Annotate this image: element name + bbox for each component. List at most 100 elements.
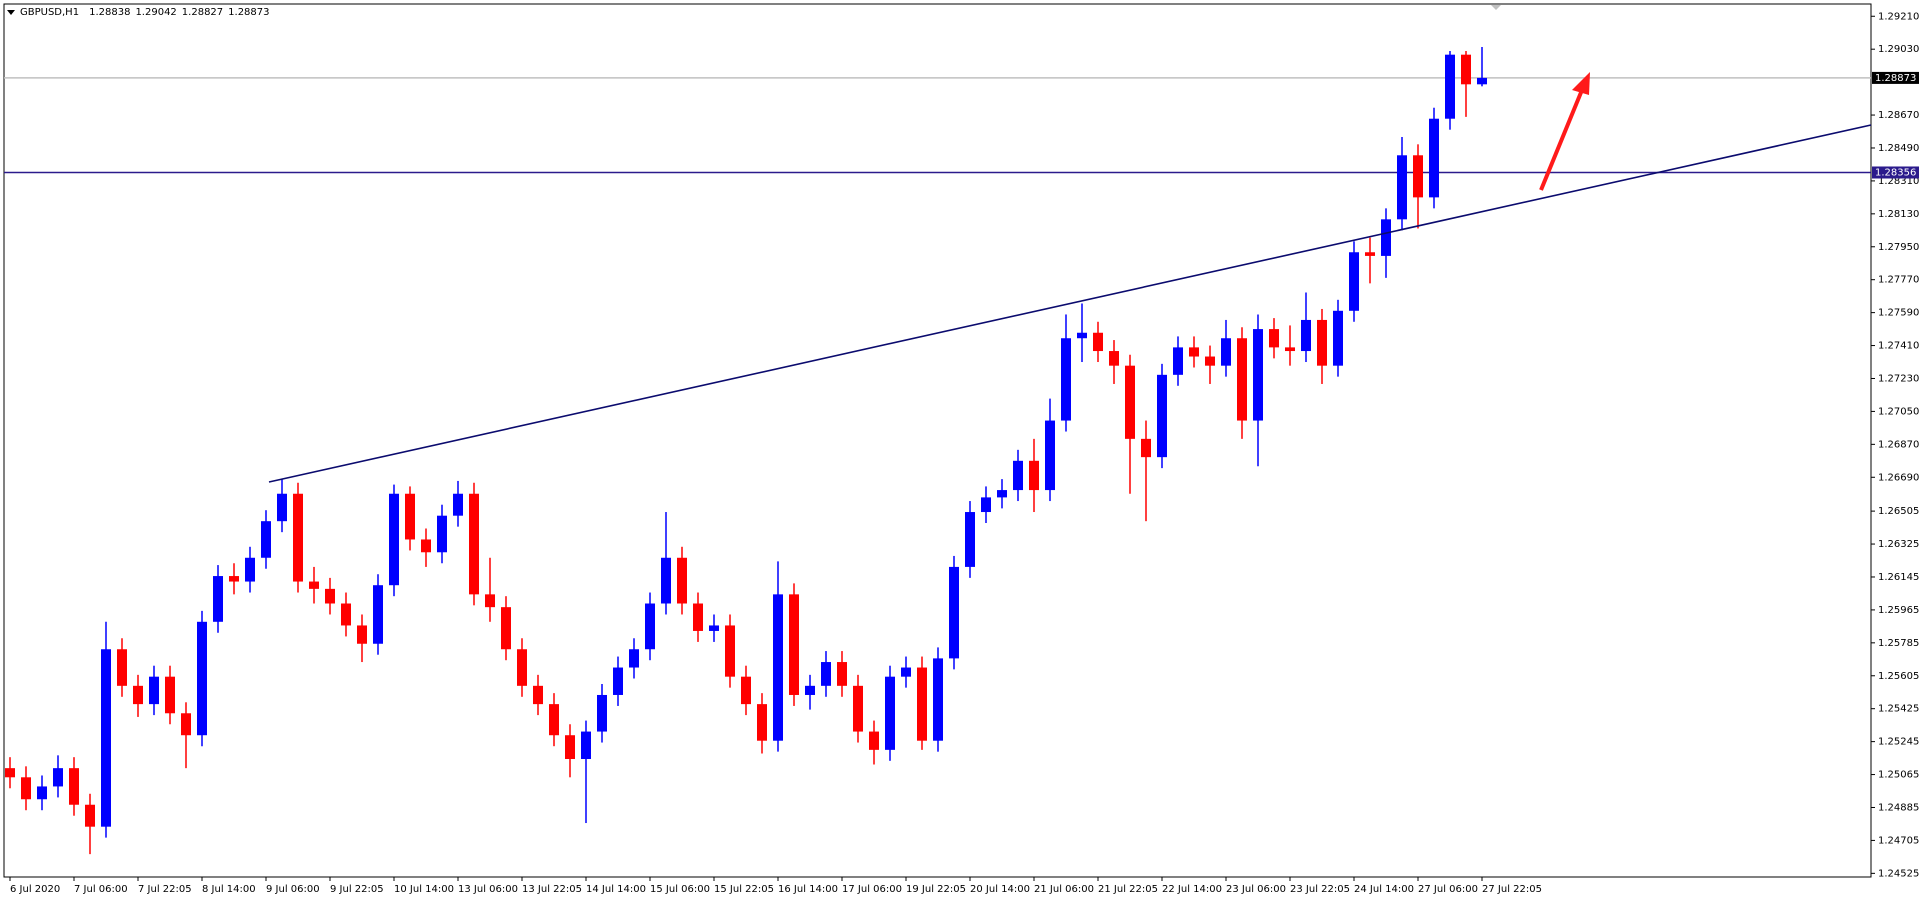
candle-body (325, 588, 335, 604)
candle-body (1173, 347, 1183, 375)
candle-body (1029, 460, 1039, 491)
candle-body (213, 576, 223, 622)
candle-body (5, 768, 15, 778)
x-tick-label: 19 Jul 22:05 (906, 884, 966, 895)
candle-body (261, 521, 271, 558)
candle-body (53, 768, 63, 787)
candle-body (1461, 54, 1471, 85)
candle-body (725, 625, 735, 677)
candle-body (85, 804, 95, 827)
candle-body (869, 731, 879, 750)
y-tick-label: 1.27230 (1878, 373, 1919, 384)
candle-body (1157, 374, 1167, 458)
candle-body (293, 493, 303, 582)
candle-body (21, 777, 31, 800)
candle-body (501, 607, 511, 650)
candle-body (1125, 365, 1135, 439)
symbol: GBPUSD,H1 (20, 7, 79, 18)
candle-body (1429, 118, 1439, 198)
candle-body (37, 786, 47, 800)
plot-frame (3, 3, 1872, 878)
y-tick-label: 1.28670 (1878, 110, 1919, 121)
candle-body (741, 676, 751, 705)
y-tick-label: 1.24705 (1878, 835, 1919, 846)
candle-body (1205, 356, 1215, 366)
level-label: 1.28873 (1875, 73, 1916, 84)
candle-body (229, 576, 239, 582)
level-label-box (1872, 166, 1919, 179)
candle-body (805, 685, 815, 695)
candle-body (901, 667, 911, 677)
candle-body (629, 649, 639, 668)
candle-body (965, 512, 975, 567)
y-tick-label: 1.25425 (1878, 704, 1919, 715)
candle-body (277, 493, 287, 522)
candle-body (1285, 347, 1295, 352)
x-tick-label: 21 Jul 22:05 (1098, 884, 1158, 895)
y-tick-label: 1.28490 (1878, 143, 1919, 154)
candles (5, 46, 1487, 855)
candle-body (485, 594, 495, 608)
y-tick-label: 1.24525 (1878, 868, 1919, 879)
y-tick-label: 1.27410 (1878, 341, 1919, 352)
candle-body (341, 603, 351, 626)
candle-body (549, 704, 559, 736)
candle-body (133, 685, 143, 705)
header-open: 1.28838 (89, 7, 130, 18)
shift-marker (1491, 5, 1501, 10)
candle-body (181, 713, 191, 736)
y-tick-label: 1.25785 (1878, 638, 1919, 649)
candle-body (165, 676, 175, 714)
y-tick-label: 1.24885 (1878, 802, 1919, 813)
header: GBPUSD,H1 1.28838 1.29042 1.28827 1.28873 (20, 7, 270, 18)
candle-body (1013, 460, 1023, 491)
candle-body (1381, 219, 1391, 256)
candle-body (1141, 438, 1151, 458)
header-low: 1.28827 (182, 7, 223, 18)
candle-body (837, 662, 847, 686)
candle-body (693, 603, 703, 631)
x-tick-label: 22 Jul 14:00 (1162, 884, 1222, 895)
x-tick-label: 16 Jul 14:00 (778, 884, 838, 895)
y-tick-label: 1.27050 (1878, 406, 1919, 417)
level-label: 1.28356 (1875, 167, 1916, 178)
candle-body (453, 493, 463, 516)
candle-body (949, 566, 959, 659)
candle-body (437, 515, 447, 553)
candle-body (933, 658, 943, 741)
candle-body (1093, 332, 1103, 352)
candle-body (1365, 252, 1375, 256)
candle-body (389, 493, 399, 586)
candle-body (517, 649, 527, 686)
candle-body (1253, 329, 1263, 421)
x-tick-label: 7 Jul 22:05 (138, 884, 192, 895)
candle-body (197, 621, 207, 736)
candle-body (565, 735, 575, 760)
candle-body (821, 662, 831, 686)
x-tick-label: 15 Jul 22:05 (714, 884, 774, 895)
candle-body (997, 490, 1007, 498)
candle-body (309, 581, 319, 589)
candle-body (661, 557, 671, 604)
x-tick-label: 8 Jul 14:00 (202, 884, 256, 895)
y-tick-label: 1.25605 (1878, 671, 1919, 682)
x-tick-label: 9 Jul 22:05 (330, 884, 384, 895)
x-tick-label: 23 Jul 06:00 (1226, 884, 1286, 895)
candle-body (1413, 155, 1423, 198)
candle-body (101, 649, 111, 827)
y-tick-label: 1.25065 (1878, 770, 1919, 781)
candle-body (613, 667, 623, 695)
header-close: 1.28873 (228, 7, 269, 18)
candle-body (69, 768, 79, 805)
arrow-shaft (1539, 89, 1584, 191)
candle-body (1061, 338, 1071, 421)
candle-body (917, 667, 927, 741)
candle-body (581, 731, 591, 760)
y-tick-label: 1.27950 (1878, 242, 1919, 253)
candle-body (853, 685, 863, 732)
header-high: 1.29042 (135, 7, 176, 18)
x-tick-label: 15 Jul 06:00 (650, 884, 710, 895)
x-tick-label: 27 Jul 06:00 (1418, 884, 1478, 895)
